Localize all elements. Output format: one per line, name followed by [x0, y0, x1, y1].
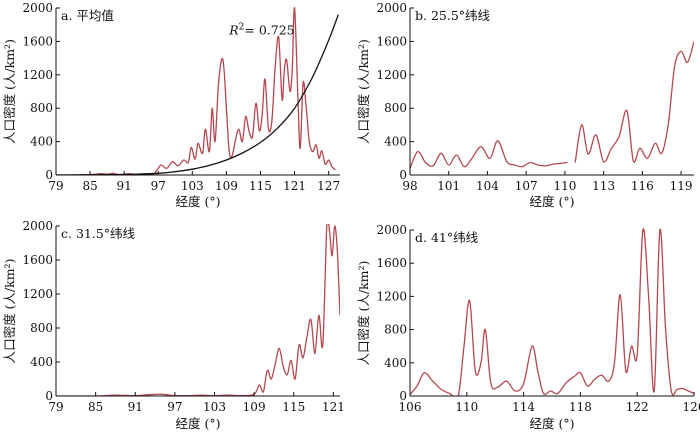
- panel-d: 0 400 800 1200 1600 2000 106 110 114 118 122 126 d. …: [356, 223, 700, 431]
- x-tick-label: 107: [515, 179, 538, 193]
- y-tick-label: 2000: [22, 1, 53, 15]
- y-tick-label: 1600: [376, 256, 407, 270]
- y-tick-label: 1200: [22, 68, 53, 82]
- x-tick-label: 110: [553, 179, 576, 193]
- x-tick-label: 115: [282, 400, 305, 414]
- y-tick-label: 0: [45, 168, 53, 182]
- panel-b: 0 400 800 1200 1600 2000 98 101 104 107 110 113 116 1…: [356, 1, 694, 209]
- y-tick-label: 400: [30, 135, 53, 149]
- x-tick-label: 110: [455, 400, 478, 414]
- y-tick-label: 2000: [376, 1, 407, 15]
- x-tick-label: 85: [88, 400, 103, 414]
- x-tick-label: 127: [317, 179, 340, 193]
- x-tick-label: 126: [683, 400, 700, 414]
- x-axis-label: 经度 (°): [176, 194, 221, 209]
- x-axis-label: 经度 (°): [530, 194, 575, 209]
- y-tick-label: 1600: [22, 34, 53, 48]
- y-tick-label: 1600: [376, 34, 407, 48]
- series-line-0: [410, 228, 694, 396]
- x-tick-label: 101: [437, 179, 460, 193]
- panel-title: b. 25.5°纬线: [415, 8, 491, 23]
- x-tick-label: 85: [82, 179, 97, 193]
- x-tick-label: 103: [181, 179, 204, 193]
- y-tick-label: 400: [384, 135, 407, 149]
- y-tick-label: 1600: [22, 253, 53, 267]
- panel-title: c. 31.5°纬线: [61, 226, 136, 241]
- panel-c: 0 400 800 1200 1600 2000 79 85 91 97 103 109 115 121 c…: [2, 219, 345, 431]
- x-tick-label: 118: [569, 400, 592, 414]
- x-tick-label: 97: [151, 179, 166, 193]
- x-axis-label: 经度 (°): [530, 416, 575, 431]
- y-tick-label: 0: [399, 168, 407, 182]
- fit-curve-line-1: [56, 14, 339, 175]
- x-tick-label: 119: [670, 179, 693, 193]
- y-tick-label: 800: [384, 101, 407, 115]
- x-tick-label: 106: [399, 400, 422, 414]
- r-squared-sup: 2: [239, 23, 245, 33]
- x-tick-label: 104: [476, 179, 499, 193]
- x-tick-label: 91: [128, 400, 143, 414]
- x-tick-label: 114: [512, 400, 535, 414]
- x-tick-label: 103: [203, 400, 226, 414]
- x-tick-label: 109: [243, 400, 266, 414]
- x-tick-label: 91: [117, 179, 132, 193]
- r-squared-annotation: R2= 0.725: [228, 23, 294, 38]
- x-tick-label: 115: [249, 179, 272, 193]
- y-tick-label: 1200: [376, 68, 407, 82]
- series-line-1: [574, 41, 694, 163]
- y-tick-label: 400: [30, 355, 53, 369]
- x-tick-label: 109: [215, 179, 238, 193]
- y-tick-label: 0: [399, 389, 407, 403]
- y-tick-label: 800: [384, 323, 407, 337]
- r-squared-lead: R: [228, 23, 238, 38]
- y-axis-label: 人口密度 (人/km²): [2, 259, 17, 364]
- x-tick-label: 116: [631, 179, 654, 193]
- y-axis-label: 人口密度 (人/km²): [356, 261, 371, 366]
- y-tick-label: 400: [384, 356, 407, 370]
- x-tick-label: 113: [592, 179, 615, 193]
- y-tick-label: 1200: [376, 289, 407, 303]
- y-tick-label: 2000: [376, 223, 407, 237]
- series-line-0: [410, 140, 568, 169]
- panel-a: 0 400 800 1200 1600 2000 79 85 91 97 103 109 115 121 1…: [2, 1, 340, 209]
- x-tick-label: 121: [283, 179, 306, 193]
- x-tick-label: 97: [167, 400, 182, 414]
- panel-title: d. 41°纬线: [415, 230, 479, 245]
- y-tick-label: 1200: [22, 287, 53, 301]
- x-tick-label: 121: [322, 400, 345, 414]
- y-axis-label: 人口密度 (人/km²): [2, 39, 17, 144]
- y-tick-label: 800: [30, 101, 53, 115]
- y-tick-label: 800: [30, 321, 53, 335]
- x-axis-label: 经度 (°): [176, 416, 221, 431]
- panel-title: a. 平均值: [61, 8, 114, 23]
- r-squared-value: = 0.725: [244, 23, 294, 38]
- x-tick-label: 79: [48, 179, 63, 193]
- x-tick-label: 98: [402, 179, 417, 193]
- y-tick-label: 2000: [22, 219, 53, 233]
- y-axis-label: 人口密度 (人/km²): [356, 39, 371, 144]
- x-tick-label: 122: [626, 400, 649, 414]
- series-line-0: [56, 224, 340, 396]
- y-tick-label: 0: [45, 389, 53, 403]
- x-tick-label: 79: [48, 400, 63, 414]
